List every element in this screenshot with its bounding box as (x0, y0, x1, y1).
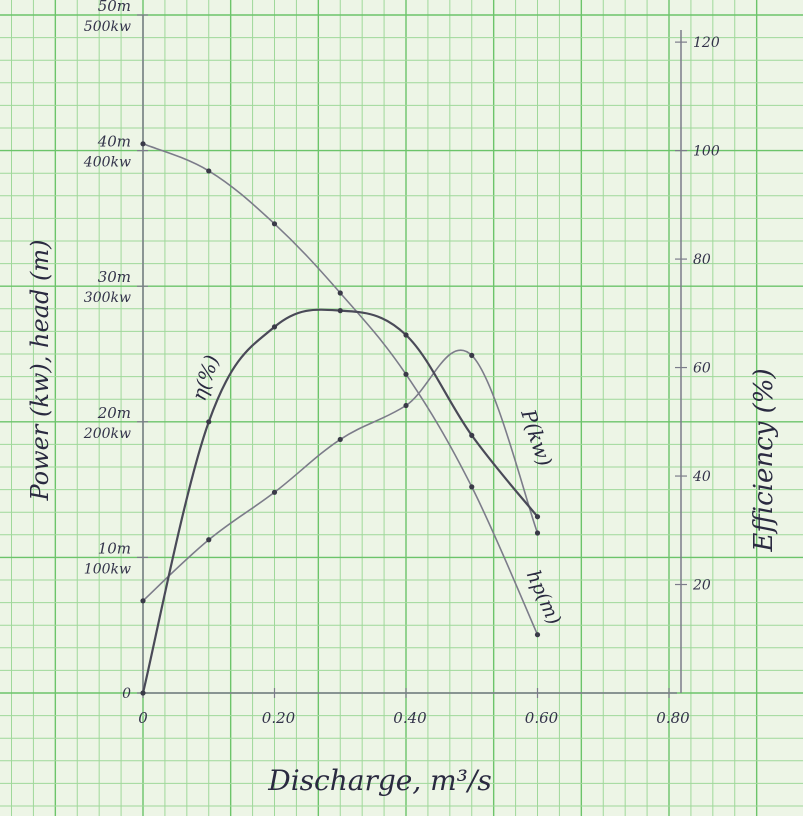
right-tick-label: 80 (693, 252, 711, 268)
data-point (535, 632, 540, 637)
data-point (272, 490, 277, 495)
left-tick-label-power: 500kw (84, 19, 131, 35)
left-tick-label-power: 400kw (83, 155, 131, 171)
data-point (140, 690, 145, 695)
right-tick-label: 60 (693, 361, 711, 377)
right-tick-label: 40 (692, 469, 711, 485)
x-tick-label: 0.20 (262, 709, 296, 727)
data-point (272, 221, 277, 226)
data-point (206, 419, 211, 424)
x-tick-label: 0.60 (525, 709, 559, 727)
left-tick-label-head: 50m (98, 0, 131, 15)
data-point (469, 353, 474, 358)
data-point (140, 598, 145, 603)
data-point (140, 141, 145, 146)
right-axis-label: Efficiency (%) (749, 368, 779, 552)
right-tick-label: 120 (693, 35, 720, 51)
data-point (403, 372, 408, 377)
data-point (469, 484, 474, 489)
data-point (206, 537, 211, 542)
left-tick-label-head: 40m (97, 133, 131, 151)
data-point (469, 433, 474, 438)
left-tick-label-head: 0 (122, 686, 131, 702)
left-tick-label-head: 20m (97, 404, 131, 422)
x-tick-label: 0.40 (393, 709, 427, 727)
left-tick-label-power: 300kw (84, 290, 131, 306)
x-axis-label: Discharge, m³/s (267, 764, 491, 797)
data-point (338, 308, 343, 313)
left-axis-label: Power (kw), head (m) (26, 240, 54, 502)
data-point (535, 530, 540, 535)
left-tick-label-head: 30m (98, 268, 131, 286)
left-tick-label-head: 10m (98, 539, 131, 557)
x-tick-label: 0.80 (656, 709, 690, 727)
data-point (403, 403, 408, 408)
data-point (338, 290, 343, 295)
data-point (535, 514, 540, 519)
data-point (403, 332, 408, 337)
data-point (338, 437, 343, 442)
right-tick-label: 20 (692, 578, 711, 594)
right-tick-label: 100 (693, 144, 720, 160)
left-tick-label-power: 200kw (83, 426, 131, 442)
left-tick-label-power: 100kw (84, 561, 131, 577)
x-tick-label: 0 (138, 709, 148, 727)
data-point (206, 168, 211, 173)
data-point (272, 324, 277, 329)
